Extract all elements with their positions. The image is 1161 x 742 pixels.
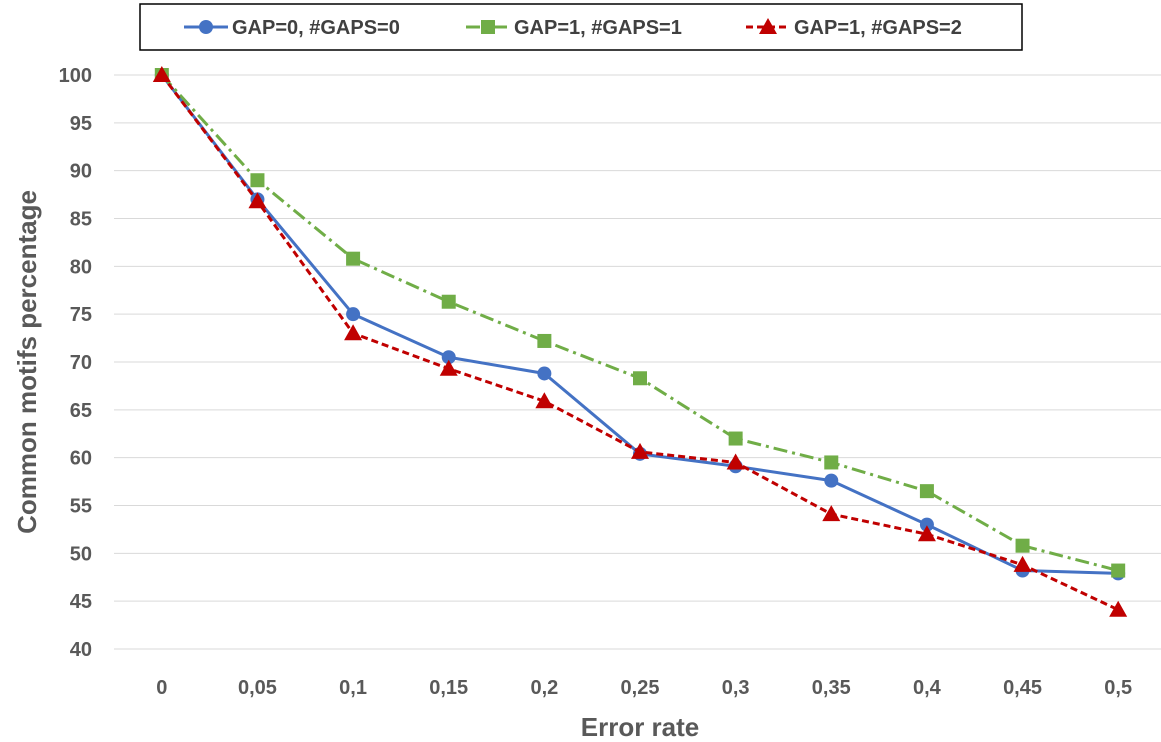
y-axis-title: Common motifs percentage — [12, 190, 42, 534]
y-tick-label: 60 — [70, 448, 92, 470]
legend-label-2: GAP=1, #GAPS=2 — [794, 17, 962, 39]
x-tick-label: 0,15 — [429, 677, 468, 699]
x-tick-label: 0,4 — [913, 677, 942, 699]
y-tick-label: 90 — [70, 161, 92, 183]
y-tick-label: 70 — [70, 352, 92, 374]
data-point — [535, 392, 554, 409]
series-line-1 — [160, 73, 1119, 573]
data-point — [1109, 600, 1128, 617]
legend-marker-circle — [199, 20, 213, 34]
legend-marker-triangle — [759, 18, 777, 34]
y-axis-ticks: 40 45 50 55 60 65 70 75 80 85 90 95 100 — [59, 65, 92, 661]
x-tick-label: 0,35 — [812, 677, 851, 699]
x-tick-label: 0,05 — [238, 677, 277, 699]
data-point — [346, 251, 361, 266]
data-point — [728, 431, 743, 446]
data-point — [344, 324, 363, 341]
y-tick-label: 55 — [70, 496, 92, 518]
legend-box — [139, 3, 1023, 51]
data-point — [633, 371, 647, 386]
legend-label-0: GAP=0, #GAPS=0 — [232, 17, 400, 39]
legend: GAP=0, #GAPS=0 GAP=1, #GAPS=1 GAP=1, #GA… — [139, 3, 1023, 51]
data-point — [822, 505, 841, 522]
y-tick-label: 50 — [70, 543, 92, 565]
y-tick-label: 100 — [59, 65, 92, 87]
data-point — [919, 517, 934, 532]
x-tick-label: 0,45 — [1003, 677, 1042, 699]
x-axis-title: Error rate — [581, 712, 700, 742]
data-point — [248, 192, 267, 209]
x-tick-label: 0,1 — [339, 677, 367, 699]
data-point — [631, 442, 649, 459]
data-point — [250, 173, 265, 188]
data-point — [152, 66, 171, 82]
data-point — [346, 307, 361, 322]
series-group — [152, 66, 1128, 617]
data-point — [441, 294, 456, 309]
data-point — [537, 333, 552, 348]
series-2 — [152, 66, 1128, 617]
data-point — [919, 484, 934, 499]
x-tick-label: 0,3 — [722, 677, 750, 699]
y-tick-label: 85 — [70, 209, 92, 231]
data-point — [1111, 563, 1126, 578]
legend-label-1: GAP=1, #GAPS=1 — [514, 17, 682, 39]
y-tick-label: 65 — [70, 400, 92, 422]
series-1 — [154, 68, 1126, 578]
x-tick-label: 0 — [156, 677, 167, 699]
y-tick-label: 45 — [70, 591, 92, 613]
data-point — [441, 350, 456, 365]
y-tick-label: 80 — [70, 256, 92, 278]
legend-item-1: GAP=1, #GAPS=1 — [466, 17, 682, 39]
data-point — [917, 525, 936, 542]
data-point — [1013, 555, 1032, 572]
data-point — [439, 359, 458, 376]
y-tick-label: 95 — [70, 113, 92, 135]
legend-marker-square — [481, 20, 495, 34]
legend-item-0: GAP=0, #GAPS=0 — [184, 17, 400, 39]
data-point — [824, 455, 839, 470]
data-point — [726, 453, 745, 470]
series-0 — [154, 68, 1126, 581]
data-point — [824, 473, 839, 488]
series-line-2 — [160, 74, 1119, 612]
x-axis-ticks: 0 0,05 0,1 0,15 0,2 0,25 0,3 0,35 0,4 0,45 0,5 — [156, 677, 1132, 699]
x-tick-label: 0,25 — [621, 677, 660, 699]
legend-item-2: GAP=1, #GAPS=2 — [746, 17, 962, 39]
data-point — [537, 366, 552, 381]
data-point — [1015, 538, 1030, 553]
y-tick-label: 75 — [70, 304, 92, 326]
series-line-0 — [160, 74, 1119, 575]
y-tick-label: 40 — [70, 639, 92, 661]
x-tick-label: 0,5 — [1104, 677, 1132, 699]
x-tick-label: 0,2 — [530, 677, 558, 699]
